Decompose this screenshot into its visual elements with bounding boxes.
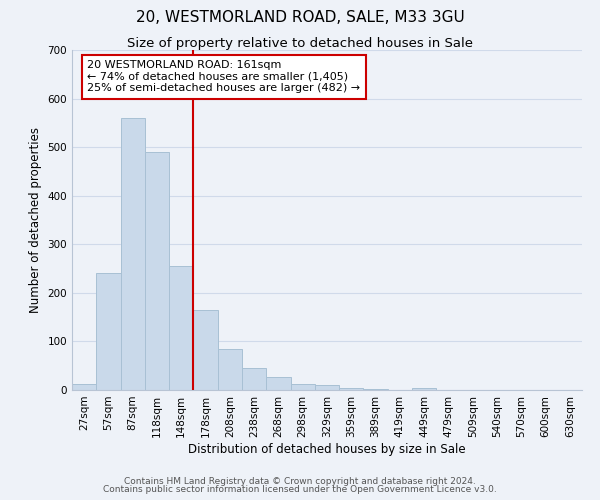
Bar	[193, 310, 218, 390]
Bar	[145, 152, 169, 390]
Text: 20, WESTMORLAND ROAD, SALE, M33 3GU: 20, WESTMORLAND ROAD, SALE, M33 3GU	[136, 10, 464, 25]
Text: 20 WESTMORLAND ROAD: 161sqm
← 74% of detached houses are smaller (1,405)
25% of : 20 WESTMORLAND ROAD: 161sqm ← 74% of det…	[88, 60, 361, 94]
Bar	[412, 388, 436, 390]
Y-axis label: Number of detached properties: Number of detached properties	[29, 127, 42, 313]
Bar	[339, 388, 364, 390]
Bar	[290, 384, 315, 390]
Bar	[364, 389, 388, 390]
Text: Contains public sector information licensed under the Open Government Licence v3: Contains public sector information licen…	[103, 484, 497, 494]
Bar	[72, 384, 96, 390]
Bar	[121, 118, 145, 390]
Bar	[169, 266, 193, 390]
Bar	[315, 385, 339, 390]
Text: Size of property relative to detached houses in Sale: Size of property relative to detached ho…	[127, 38, 473, 51]
Bar	[218, 348, 242, 390]
Text: Contains HM Land Registry data © Crown copyright and database right 2024.: Contains HM Land Registry data © Crown c…	[124, 477, 476, 486]
Bar	[266, 377, 290, 390]
X-axis label: Distribution of detached houses by size in Sale: Distribution of detached houses by size …	[188, 442, 466, 456]
Bar	[96, 274, 121, 390]
Bar	[242, 368, 266, 390]
